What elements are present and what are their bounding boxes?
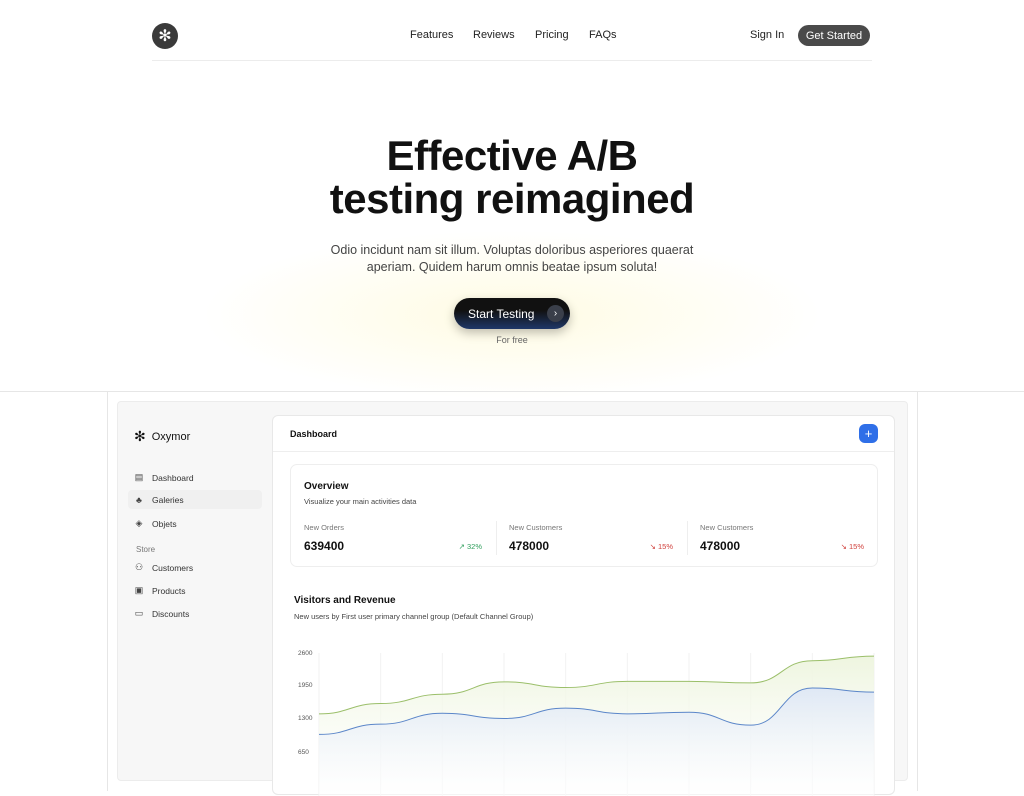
users-icon: ⚇ [134,562,144,572]
start-testing-button[interactable]: Start Testing › [454,298,570,329]
snowflake-icon: ✻ [134,428,146,444]
metric-new-customers: New Customers 478000 ↘ 15% [509,521,673,555]
page-title: Dashboard [290,429,338,439]
metric-value: 478000 [700,539,741,553]
sidebar-item-label: Customers [152,562,194,573]
series-line [318,655,875,715]
sign-in-link[interactable]: Sign In [750,29,785,41]
metric-change-value: 32% [466,542,482,551]
metric-change: ↘ 15% [841,542,864,551]
visitors-revenue-chart [318,653,875,796]
sidebar-item-customers[interactable]: ⚇ Customers [134,562,193,573]
overview-subtitle: Visualize your main activities data [304,497,417,506]
app-brand: ✻ Oxymor [134,428,190,445]
metric-new-orders: New Orders 639400 ↗ 32% [304,521,482,555]
y-tick: 2600 [298,650,313,657]
metric-change-value: 15% [848,542,864,551]
sidebar-item-label: Dashboard [152,472,194,483]
start-testing-label: Start Testing [468,306,535,321]
divider [0,391,1024,392]
tags-icon: ◈ [135,518,143,528]
sidebar-item-dashboard[interactable]: ▤ Dashboard [134,472,194,483]
sidebar-item-discounts[interactable]: ▭ Discounts [134,608,190,619]
metric-value: 478000 [509,539,550,553]
main-header: Dashboard + [273,416,894,452]
metric-new-customers-2: New Customers 478000 ↘ 15% [700,521,864,555]
hero-title: Effective A/B testing reimagined [0,134,1024,220]
add-button[interactable]: + [859,424,878,443]
metric-change: ↗ 32% [459,542,482,551]
sidebar-item-objets[interactable]: ◈ Objets [134,518,177,529]
shapes-icon: ♣ [136,495,142,505]
nav-features[interactable]: Features [410,29,454,41]
y-tick: 1950 [298,682,313,689]
hero-title-line2: testing reimagined [329,175,695,222]
y-tick: 650 [298,749,309,756]
metric-label: New Orders [304,523,345,532]
hero-title-line1: Effective A/B [386,132,638,179]
hero-subtitle: Odio incidunt nam sit illum. Voluptas do… [330,243,694,274]
top-nav: ✻ Features Reviews Pricing FAQs Sign In … [152,0,872,61]
metric-divider [496,521,497,555]
y-tick: 1300 [298,715,313,722]
box-icon: ▣ [134,585,144,595]
metric-divider [687,521,688,555]
sidebar-item-galeries[interactable]: ♣ Galeries [134,495,184,505]
sidebar-item-label: Galeries [152,495,184,505]
nav-reviews[interactable]: Reviews [473,29,515,41]
chart-title: Visitors and Revenue [294,595,396,606]
main-panel: Dashboard + Overview Visualize your main… [272,415,895,796]
chart-subtitle: New users by First user primary channel … [294,612,534,621]
overview-title: Overview [304,481,349,492]
series-line [318,687,875,735]
sidebar-item-label: Products [152,585,186,596]
sidebar-item-label: Objets [152,518,177,529]
snowflake-icon[interactable]: ✻ [152,23,178,49]
metric-change: ↘ 15% [650,542,673,551]
metric-value: 639400 [304,539,345,553]
nav-pricing[interactable]: Pricing [535,29,569,41]
metric-change-value: 15% [657,542,673,551]
overview-card: Overview Visualize your main activities … [290,464,878,567]
dashboard-preview: ✻ Oxymor ▤ Dashboard ♣ Galeries ◈ Objets Sto… [117,401,908,796]
brand-name: Oxymor [151,430,191,443]
sidebar-item-products[interactable]: ▣ Products [134,585,186,596]
preview-frame [107,391,918,791]
plus-icon: + [864,426,873,441]
metric-label: New Customers [700,523,754,532]
layout-icon: ▤ [134,472,144,482]
trend-down-icon: ↘ [649,542,658,551]
sidebar-section-store: Store [136,545,156,554]
hover-highlight [128,490,262,509]
get-started-button[interactable]: Get Started [798,25,870,46]
nav-faqs[interactable]: FAQs [589,29,617,41]
chevron-right-icon: › [547,305,564,322]
sidebar-item-label: Discounts [152,608,190,619]
trend-up-icon: ↗ [458,542,467,551]
trend-down-icon: ↘ [840,542,849,551]
metric-label: New Customers [509,523,563,532]
ticket-icon: ▭ [134,608,144,618]
cta-note: For free [496,335,528,345]
